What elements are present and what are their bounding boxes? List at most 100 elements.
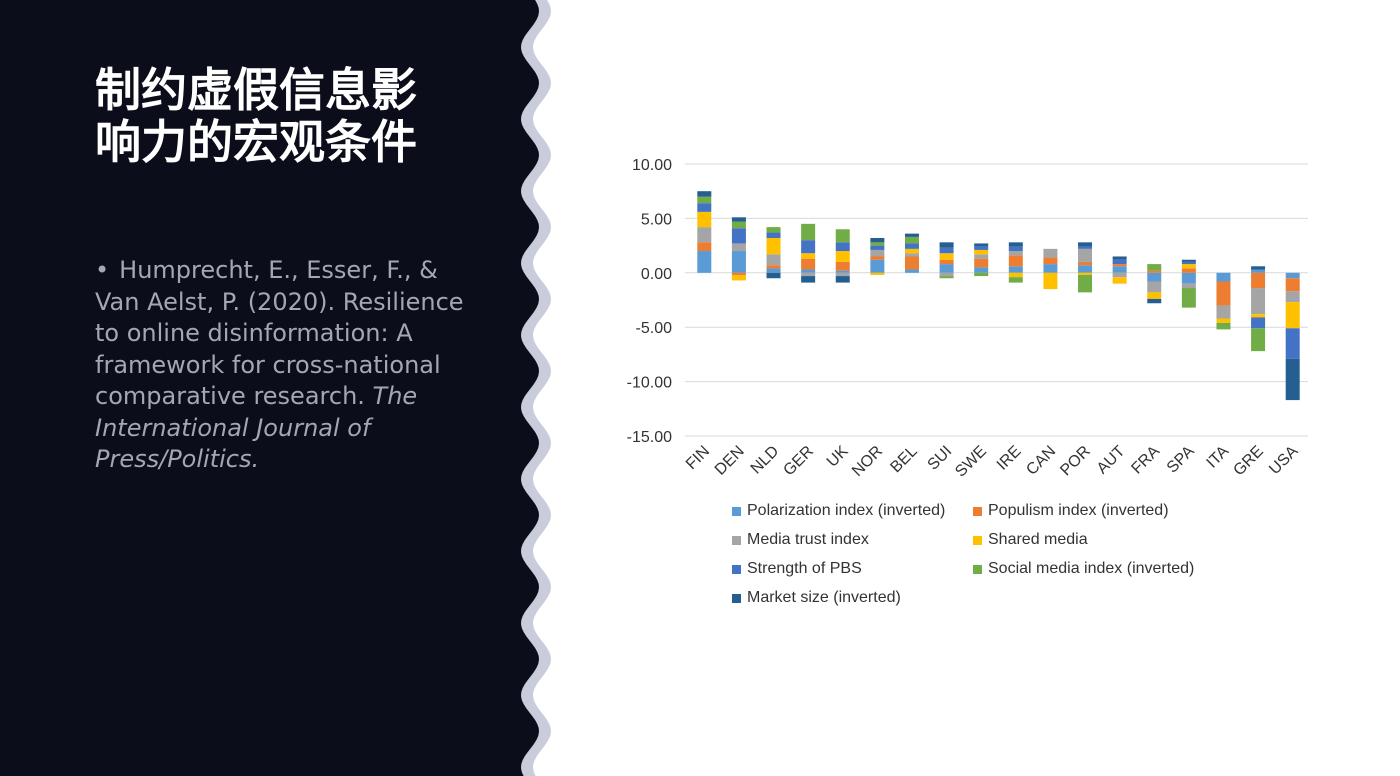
bar-segment [904,269,919,273]
bar-segment [1078,274,1093,293]
bar-segment [1008,242,1023,247]
x-category-label: UK [824,443,852,471]
bar-segment [1216,318,1231,323]
bar-segment [870,256,885,260]
legend-label: Polarization index (inverted) [747,502,946,519]
bar-segment [1216,272,1231,282]
y-tick-label: -15.00 [627,429,672,446]
bar-segment [1043,264,1058,273]
bar-segment [1216,305,1231,319]
legend-item: Shared media [973,529,1233,551]
legend-swatch [732,593,741,603]
bullet-icon: • [95,256,110,284]
bar-segment [766,265,781,269]
bar-segment [904,236,919,244]
bar-segment [1181,264,1196,269]
bar-segment [1251,266,1266,270]
bar-segment [1216,322,1231,330]
bar-segment [1181,272,1196,284]
bar-segment [801,272,816,277]
bar-segment [1078,246,1093,249]
bar-segment [1078,265,1093,273]
legend-label: Populism index (inverted) [988,502,1169,519]
bar-segment [1112,264,1127,267]
bar-segment [1251,269,1266,273]
bar-segment [1147,264,1162,271]
bar-segment [870,259,885,273]
x-category-label: IRE [994,443,1025,474]
bar-segment [835,251,850,262]
y-tick-label: -10.00 [627,375,672,392]
bar-segment [835,270,850,273]
bar-segment [1251,288,1266,315]
x-category-label: BEL [887,443,920,476]
y-tick-label: 10.00 [632,157,672,174]
citation-text: Humprecht, E., Esser, F., & Van Aelst, P… [95,256,464,410]
bar-segment [835,261,850,271]
bar-segment [801,253,816,259]
bar-segment [1112,259,1127,265]
bar-segment [974,254,989,259]
bar-segment [697,227,712,243]
legend-item: Social media index (inverted) [973,558,1233,580]
legend-item: Media trust index [732,529,973,551]
y-tick-label: 0.00 [641,266,672,283]
page-title: 制约虚假信息影 响力的宏观条件 [95,64,515,168]
x-category-label: USA [1266,443,1302,479]
bar-segment [1008,255,1023,267]
bar-segment [1147,281,1162,293]
bar-segment [835,276,850,283]
bar-segment [1181,268,1196,273]
bar-segment [1251,272,1266,289]
bar-segment [1078,248,1093,262]
bar-segment [939,259,954,265]
bar-segment [1181,283,1196,289]
bar-segment [1043,272,1058,290]
bar-segment [1147,272,1162,282]
x-category-label: POR [1057,443,1094,480]
bar-segment [1112,277,1127,284]
x-category-label: FRA [1128,443,1163,478]
x-category-label: NOR [849,443,886,480]
x-category-label: AUT [1094,443,1129,478]
bar-segment [939,264,954,273]
bar-segment [870,249,885,257]
bar-segment [1251,317,1266,329]
bar-segment [1008,266,1023,273]
x-category-label: ITA [1204,443,1233,472]
bar-segment [731,251,746,273]
bar-segment [870,237,885,243]
y-tick-label: 5.00 [641,211,672,228]
bar-segment [697,251,712,273]
bar-segment [1078,261,1093,266]
bar-segment [766,268,781,273]
bar-segment [697,242,712,252]
bar-segment [1008,272,1023,278]
bar-segment [939,253,954,260]
bar-segment [1147,298,1162,304]
legend-swatch [732,564,741,574]
bar-segment [1216,281,1231,306]
legend-swatch [973,535,982,545]
x-category-label: SWE [952,443,990,481]
bar-segment [870,245,885,250]
x-category-label: DEN [712,443,748,479]
bar-segment [801,258,816,270]
legend-swatch [973,564,982,574]
x-category-label: SPA [1164,443,1198,477]
left-panel: 制约虚假信息影 响力的宏观条件 • Humprecht, E., Esser, F… [0,0,560,776]
bar-segment [766,232,781,238]
bar-segment [766,227,781,233]
bar-segment [731,274,746,281]
y-axis-ticks: 10.00 5.00 0.00 -5.00 -10.00 -15.00 [627,157,672,446]
bar-segment [1078,272,1093,275]
bar-segment [1181,259,1196,262]
title-line-1: 制约虚假信息影 [95,63,417,117]
bar-segment [870,242,885,246]
legend-item: Strength of PBS [732,558,973,580]
bar-segment [1285,358,1300,401]
bar-segment [1147,292,1162,299]
bar-segment [904,233,919,237]
wavy-panel-background [0,0,551,776]
